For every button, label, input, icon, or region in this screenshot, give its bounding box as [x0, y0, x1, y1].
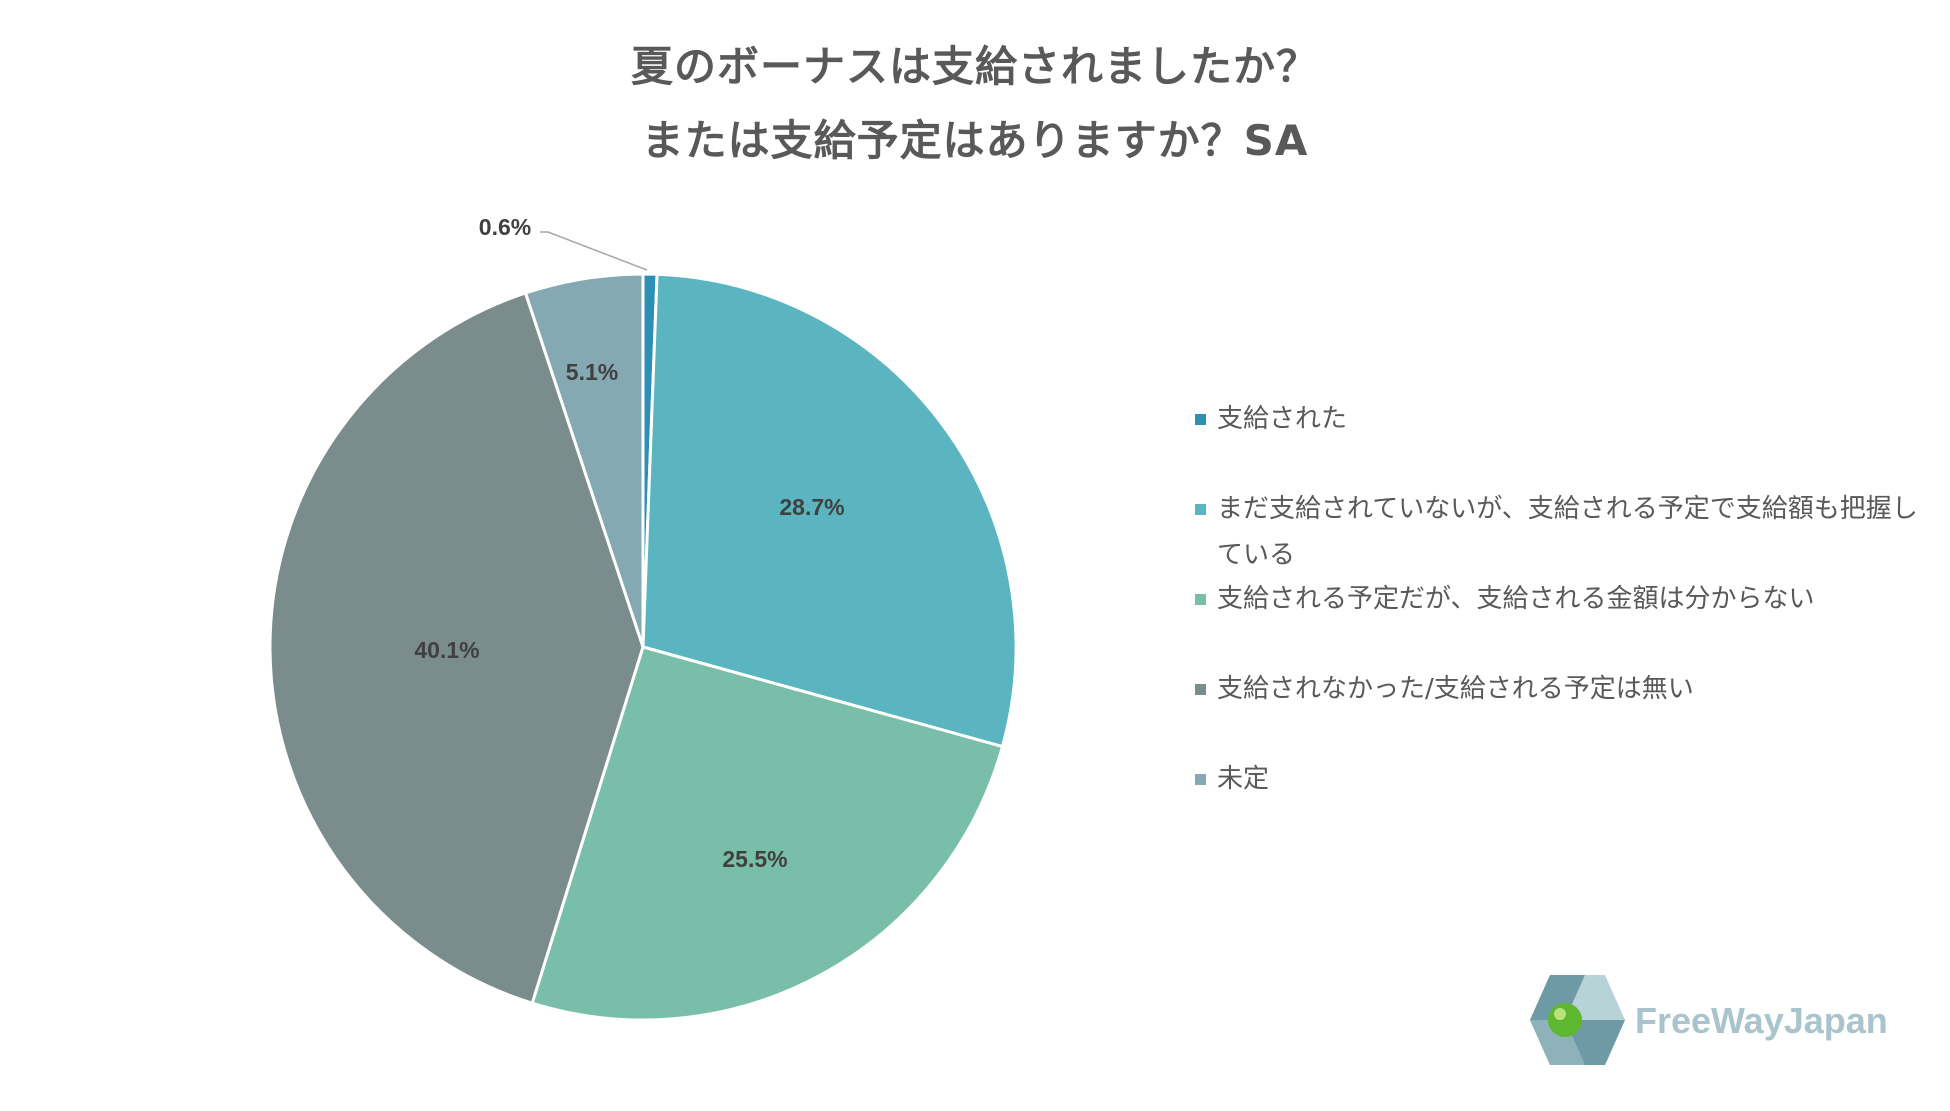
slice-label-1: 28.7% [779, 494, 844, 520]
legend-swatch-1 [1195, 504, 1206, 515]
chart-title-line-1: 夏のボーナスは支給されましたか？ [630, 42, 1319, 91]
pie-slice-1 [641, 272, 1018, 749]
slice-label-2: 25.5% [722, 846, 787, 872]
logo-icon [1530, 975, 1625, 1065]
logo: FreeWayJapan [1505, 970, 1925, 1070]
legend-label-1: まだ支給されていないが、支給される予定で支給額も把握している [1217, 494, 1918, 570]
legend-item-1: まだ支給されていないが、支給される予定で支給額も把握している [1195, 486, 1937, 578]
legend-item-3: 支給されなかった/支給される予定は無い [1195, 666, 1937, 712]
legend-swatch-2 [1195, 594, 1206, 605]
logo-text: FreeWayJapan [1635, 1000, 1888, 1041]
legend-label-3: 支給されなかった/支給される予定は無い [1217, 674, 1694, 704]
legend-label-4: 未定 [1217, 764, 1270, 794]
pie-slice-3 [268, 291, 645, 1006]
chart-title: 夏のボーナスは支給されましたか？ または支給予定はありますか？SA [0, 30, 1950, 178]
legend-swatch-0 [1195, 414, 1206, 425]
leader-line [540, 231, 648, 271]
legend-swatch-3 [1195, 684, 1206, 695]
legend-swatch-4 [1195, 774, 1206, 785]
legend-item-0: 支給された [1195, 396, 1937, 442]
chart-title-line-2: または支給予定はありますか？SA [641, 116, 1309, 165]
legend-label-0: 支給された [1217, 404, 1348, 434]
legend-label-2: 支給される予定だが、支給される金額は分からない [1217, 584, 1815, 614]
pie-slice-4 [523, 272, 645, 648]
slice-label-4: 5.1% [566, 359, 618, 385]
legend-item-2: 支給される予定だが、支給される金額は分からない [1195, 576, 1937, 622]
slice-label-0: 0.6% [479, 214, 531, 240]
legend-item-4: 未定 [1195, 756, 1937, 802]
pie-slice-2 [530, 645, 1005, 1022]
slice-label-3: 40.1% [414, 637, 479, 663]
